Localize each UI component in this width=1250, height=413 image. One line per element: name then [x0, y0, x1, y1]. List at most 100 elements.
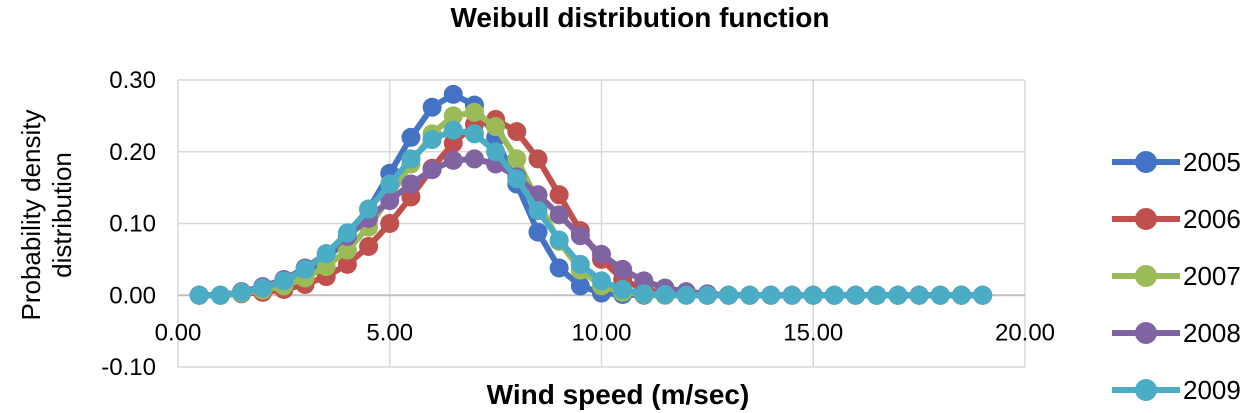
y-axis-title-line-1: Probability density — [16, 110, 46, 321]
data-point-2009 — [570, 254, 590, 274]
x-tick-label: 10.00 — [571, 319, 631, 346]
data-point-2007 — [443, 106, 463, 126]
data-point-2008 — [422, 160, 442, 180]
data-point-2009 — [930, 285, 950, 305]
data-point-2005 — [528, 222, 548, 242]
data-point-2008 — [592, 244, 611, 264]
data-point-2006 — [380, 214, 400, 233]
data-point-2008 — [613, 259, 633, 279]
data-point-2009 — [740, 285, 760, 305]
data-point-2005 — [401, 127, 421, 147]
data-point-2008 — [401, 174, 421, 194]
data-point-2007 — [507, 149, 527, 169]
data-point-2008 — [380, 191, 400, 211]
data-point-2009 — [337, 223, 357, 243]
legend-swatch-marker — [1135, 379, 1157, 401]
data-point-2009 — [803, 285, 823, 305]
data-point-2009 — [232, 282, 252, 302]
data-point-2009 — [867, 285, 887, 305]
y-tick-label: 0.20 — [109, 139, 156, 166]
y-tick-label: 0.30 — [109, 67, 156, 94]
legend-item-2005: 2005 — [1112, 147, 1241, 177]
series-group — [189, 84, 993, 305]
data-point-2008 — [464, 149, 484, 169]
x-axis-title: Wind speed (m/sec) — [487, 379, 750, 410]
data-point-2009 — [909, 285, 929, 305]
data-point-2008 — [443, 150, 463, 170]
y-tick-label: 0.10 — [109, 211, 156, 238]
legend-item-2008: 2008 — [1112, 318, 1241, 348]
data-point-2009 — [189, 285, 209, 305]
data-point-2006 — [528, 149, 548, 169]
y-axis-title-line-2: distribution — [47, 152, 77, 278]
data-point-2009 — [592, 271, 611, 291]
legend-label: 2007 — [1183, 261, 1241, 291]
data-point-2009 — [676, 285, 696, 305]
series-line-2005 — [196, 91, 986, 299]
data-point-2009 — [316, 244, 336, 264]
series-2009 — [189, 120, 993, 305]
x-tick-label: 5.00 — [366, 319, 413, 346]
legend-item-2006: 2006 — [1112, 204, 1241, 234]
data-point-2007 — [337, 240, 357, 260]
data-point-2009 — [697, 285, 717, 305]
data-point-2009 — [422, 130, 442, 150]
data-point-2009 — [634, 284, 654, 304]
legend-swatch-marker — [1135, 265, 1157, 287]
legend: 2005 2006 2007 2008 2009 — [1112, 147, 1241, 405]
data-point-2007 — [464, 102, 484, 122]
data-point-2009 — [846, 285, 866, 305]
data-point-2009 — [380, 174, 400, 194]
data-point-2009 — [507, 169, 527, 189]
x-tick-label: 15.00 — [783, 319, 843, 346]
y-tick-label: -0.10 — [101, 354, 156, 381]
legend-label: 2009 — [1183, 375, 1241, 405]
data-point-2008 — [570, 226, 590, 246]
data-point-2009 — [210, 285, 230, 305]
data-point-2006 — [337, 254, 357, 274]
data-point-2009 — [274, 271, 294, 291]
data-point-2009 — [443, 120, 463, 140]
data-point-2009 — [761, 285, 781, 305]
data-point-2005 — [422, 97, 442, 117]
legend-item-2009: 2009 — [1112, 375, 1241, 405]
data-point-2009 — [295, 259, 315, 279]
data-point-2009 — [401, 149, 421, 169]
y-tick-labels: -0.10 0.00 0.10 0.20 0.30 — [101, 67, 156, 381]
x-tick-label: 20.00 — [995, 319, 1055, 346]
x-tick-labels: 0.00 5.00 10.00 15.00 20.00 — [155, 319, 1055, 346]
data-point-2006 — [507, 122, 527, 142]
data-point-2008 — [549, 205, 569, 225]
legend-swatch-marker — [1135, 322, 1157, 344]
data-point-2009 — [464, 124, 484, 144]
legend-label: 2005 — [1183, 147, 1241, 177]
data-point-2005 — [549, 258, 569, 278]
x-tick-label: 0.00 — [155, 319, 202, 346]
data-point-2009 — [973, 285, 993, 305]
data-point-2009 — [888, 285, 908, 305]
legend-item-2007: 2007 — [1112, 261, 1241, 291]
legend-label: 2006 — [1183, 204, 1241, 234]
data-point-2005 — [443, 84, 463, 104]
y-axis-title: Probability density distribution — [16, 110, 77, 321]
data-point-2006 — [549, 185, 569, 205]
legend-swatch-marker — [1135, 208, 1157, 230]
chart-title: Weibull distribution function — [451, 2, 830, 33]
data-point-2009 — [549, 230, 569, 250]
data-point-2009 — [613, 280, 633, 300]
data-point-2009 — [719, 285, 739, 305]
data-point-2009 — [359, 199, 379, 219]
data-point-2009 — [824, 285, 844, 305]
data-point-2009 — [951, 285, 971, 305]
data-point-2009 — [655, 285, 675, 305]
data-point-2006 — [359, 236, 379, 256]
data-point-2007 — [486, 117, 506, 137]
data-point-2005 — [570, 276, 590, 296]
y-tick-label: 0.00 — [109, 282, 156, 309]
data-point-2009 — [528, 201, 548, 221]
data-point-2009 — [253, 278, 273, 298]
legend-label: 2008 — [1183, 318, 1241, 348]
legend-swatch-marker — [1135, 151, 1157, 173]
data-point-2009 — [486, 142, 506, 162]
